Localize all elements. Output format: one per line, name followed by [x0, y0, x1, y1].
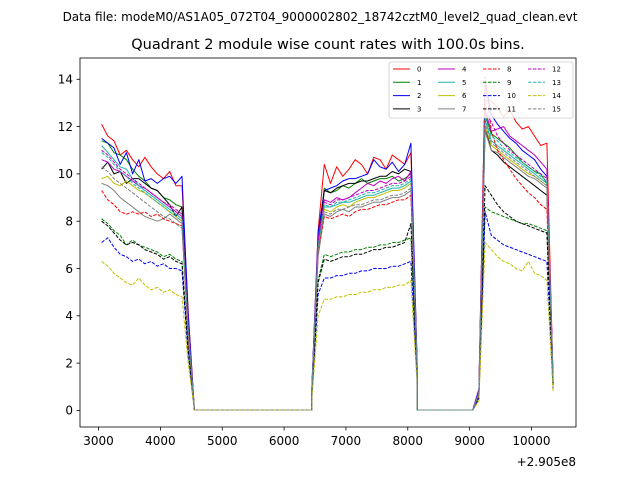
- x-tick-label: 9000: [454, 434, 485, 448]
- legend-label-9: 9: [507, 79, 511, 87]
- x-tick-label: 3000: [83, 434, 114, 448]
- x-tick-label: 6000: [269, 434, 300, 448]
- legend-label-8: 8: [507, 66, 511, 74]
- legend-label-0: 0: [417, 66, 421, 74]
- legend-label-6: 6: [462, 92, 467, 100]
- x-tick-label: 4000: [145, 434, 176, 448]
- legend-label-2: 2: [417, 92, 421, 100]
- legend-box: [388, 61, 574, 119]
- y-tick-label: 14: [58, 73, 73, 87]
- series-line-9: [101, 206, 554, 411]
- y-tick-label: 8: [65, 215, 73, 229]
- plot-frame: [79, 57, 577, 428]
- legend-label-11: 11: [507, 105, 516, 113]
- x-tick-label: 7000: [331, 434, 362, 448]
- series-line-14: [101, 242, 554, 411]
- y-tick-label: 10: [58, 167, 73, 181]
- legend-label-12: 12: [552, 66, 561, 74]
- legend-label-14: 14: [552, 92, 561, 100]
- series-line-15: [101, 123, 554, 411]
- y-tick-label: 12: [58, 120, 73, 134]
- legend-label-5: 5: [462, 79, 466, 87]
- x-tick-label: 5000: [207, 434, 238, 448]
- chart-title: Quadrant 2 module wise count rates with …: [131, 37, 525, 53]
- legend-label-1: 1: [417, 79, 421, 87]
- x-tick-label: 10000: [512, 434, 550, 448]
- file-suptitle: Data file: modeM0/AS1A05_072T04_90000028…: [63, 10, 578, 24]
- legend-label-15: 15: [552, 105, 561, 113]
- series-line-10: [101, 211, 554, 411]
- axes-layer: 3000 4000 5000 6000 7000 8000 9000 100000246810…: [58, 57, 577, 448]
- series-layer: [101, 76, 554, 411]
- legend-label-13: 13: [552, 79, 561, 87]
- y-tick-label: 0: [65, 404, 73, 418]
- x-offset-label: +2.905e8: [517, 455, 576, 469]
- legend-label-4: 4: [462, 66, 467, 74]
- series-line-13: [101, 116, 554, 411]
- y-tick-label: 2: [65, 356, 73, 370]
- legend-label-10: 10: [507, 92, 516, 100]
- y-tick-label: 4: [65, 309, 73, 323]
- y-tick-label: 6: [65, 262, 73, 276]
- legend-label-7: 7: [462, 105, 466, 113]
- legend-label-3: 3: [417, 105, 421, 113]
- x-tick-label: 8000: [393, 434, 424, 448]
